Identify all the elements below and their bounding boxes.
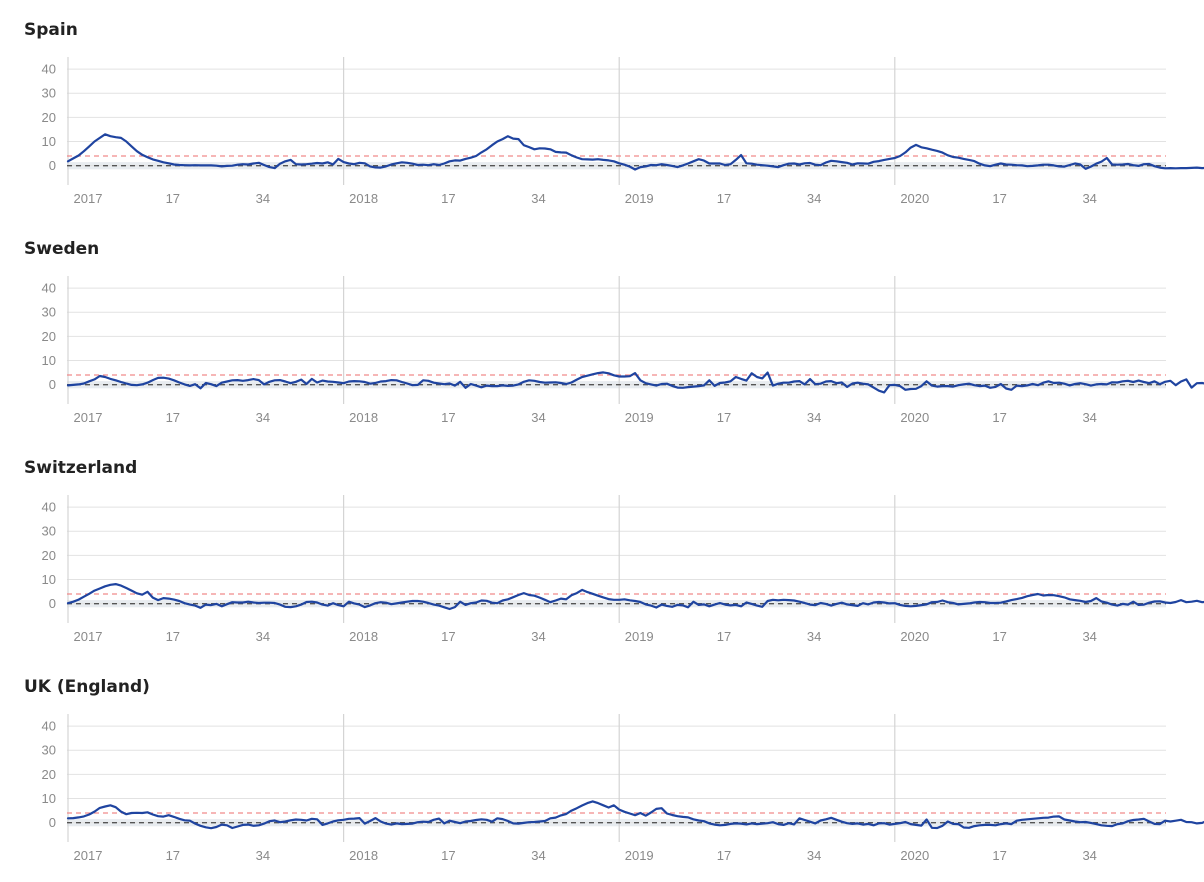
x-tick-label: 34 <box>1082 629 1096 644</box>
x-tick-label: 17 <box>441 848 455 863</box>
y-tick-label: 30 <box>42 524 56 539</box>
y-tick-label: 20 <box>42 548 56 563</box>
x-tick-label: 17 <box>717 191 731 206</box>
x-tick-label: 2019 <box>625 848 654 863</box>
x-tick-label: 17 <box>717 848 731 863</box>
x-tick-label: 34 <box>531 191 545 206</box>
y-tick-label: 40 <box>42 62 56 77</box>
x-tick-label: 2019 <box>625 629 654 644</box>
x-tick-label: 2018 <box>349 191 378 206</box>
x-tick-label: 17 <box>992 410 1006 425</box>
x-tick-label: 2017 <box>74 410 103 425</box>
series-line <box>66 583 1204 611</box>
x-tick-label: 17 <box>441 629 455 644</box>
y-tick-label: 0 <box>49 596 56 611</box>
x-tick-label: 17 <box>166 191 180 206</box>
x-tick-label: 2018 <box>349 848 378 863</box>
x-tick-label: 17 <box>992 848 1006 863</box>
panel-title: UK (England) <box>24 677 150 697</box>
y-tick-label: 0 <box>49 377 56 392</box>
panel-sweden: Sweden 0 10 20 30 40 2017 17 34 2018 17 34 2019 17 34… <box>0 219 1204 438</box>
chart-svg: 0 10 20 30 40 2017 17 34 2018 17 34 2019 17 34 2020 17 3… <box>42 714 1204 863</box>
y-tick-label: 10 <box>42 791 56 806</box>
x-tick-label: 34 <box>531 848 545 863</box>
panel-title: Switzerland <box>24 458 138 478</box>
x-tick-label: 2019 <box>625 410 654 425</box>
x-tick-label: 2020 <box>900 410 929 425</box>
panel-spain: Spain 0 10 20 30 40 2017 17 34 2018 17 34 2019 17 34 2… <box>0 0 1204 219</box>
x-tick-label: 17 <box>992 191 1006 206</box>
panel-title: Spain <box>24 20 78 40</box>
x-tick-label: 34 <box>256 410 270 425</box>
x-tick-label: 34 <box>531 410 545 425</box>
series-line <box>66 133 1204 171</box>
x-tick-label: 34 <box>1082 191 1096 206</box>
y-tick-label: 30 <box>42 743 56 758</box>
x-tick-label: 2018 <box>349 410 378 425</box>
series-line <box>66 800 1204 830</box>
y-tick-label: 10 <box>42 353 56 368</box>
y-tick-label: 40 <box>42 281 56 296</box>
x-tick-label: 2017 <box>74 191 103 206</box>
x-tick-label: 17 <box>717 410 731 425</box>
y-tick-label: 30 <box>42 305 56 320</box>
x-tick-label: 34 <box>1082 848 1096 863</box>
x-tick-label: 17 <box>166 410 180 425</box>
chart-svg: 0 10 20 30 40 2017 17 34 2018 17 34 2019 17 34 2020 17 3… <box>42 57 1204 206</box>
x-tick-label: 2017 <box>74 848 103 863</box>
chart-svg: 0 10 20 30 40 2017 17 34 2018 17 34 2019 17 34 2020 17 3… <box>42 276 1204 425</box>
y-tick-label: 30 <box>42 86 56 101</box>
y-tick-label: 20 <box>42 329 56 344</box>
x-tick-label: 34 <box>807 848 821 863</box>
y-tick-label: 40 <box>42 719 56 734</box>
chart-svg: 0 10 20 30 40 2017 17 34 2018 17 34 2019 17 34 2020 17 3… <box>42 495 1204 644</box>
x-tick-label: 34 <box>807 191 821 206</box>
x-tick-label: 34 <box>256 629 270 644</box>
x-tick-label: 2020 <box>900 848 929 863</box>
x-tick-label: 2018 <box>349 629 378 644</box>
x-tick-label: 17 <box>166 629 180 644</box>
x-tick-label: 34 <box>531 629 545 644</box>
panel-switzerland: Switzerland 0 10 20 30 40 2017 17 34 2018 17 34 201… <box>0 438 1204 657</box>
x-tick-label: 17 <box>992 629 1006 644</box>
x-tick-label: 17 <box>166 848 180 863</box>
x-tick-label: 17 <box>441 191 455 206</box>
x-tick-label: 34 <box>807 410 821 425</box>
x-tick-label: 2017 <box>74 629 103 644</box>
x-tick-label: 34 <box>1082 410 1096 425</box>
x-tick-label: 34 <box>256 848 270 863</box>
panel-title: Sweden <box>24 239 100 259</box>
x-tick-label: 2020 <box>900 191 929 206</box>
x-tick-label: 17 <box>441 410 455 425</box>
x-tick-label: 34 <box>256 191 270 206</box>
series-line <box>66 371 1204 394</box>
y-tick-label: 10 <box>42 572 56 587</box>
panel-uk-england: UK (England) 0 10 20 30 40 2017 17 34 2018 17 34 20… <box>0 657 1204 876</box>
y-tick-label: 10 <box>42 134 56 149</box>
y-tick-label: 20 <box>42 110 56 125</box>
y-tick-label: 40 <box>42 500 56 515</box>
x-tick-label: 17 <box>717 629 731 644</box>
x-tick-label: 34 <box>807 629 821 644</box>
y-tick-label: 20 <box>42 767 56 782</box>
x-tick-label: 2019 <box>625 191 654 206</box>
y-tick-label: 0 <box>49 158 56 173</box>
y-tick-label: 0 <box>49 815 56 830</box>
x-tick-label: 2020 <box>900 629 929 644</box>
